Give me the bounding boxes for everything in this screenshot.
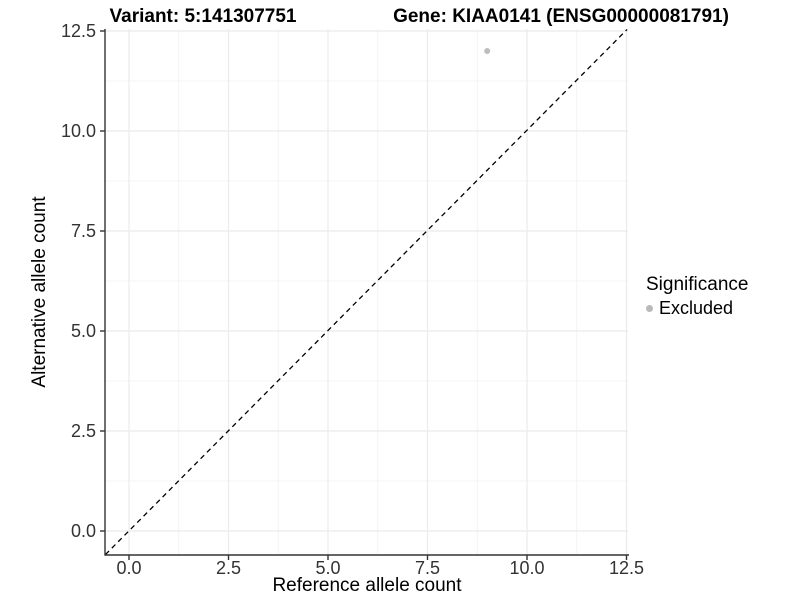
x-tick-label: 0.0 — [116, 558, 141, 578]
x-tick-label: 10.0 — [509, 558, 544, 578]
legend-item-excluded: Excluded — [646, 298, 748, 319]
x-tick-label: 7.5 — [415, 558, 440, 578]
y-tick-label: 2.5 — [71, 421, 96, 441]
y-axis-title: Alternative allele count — [29, 196, 50, 388]
identity-reference-line — [105, 29, 628, 555]
plot-title-variant: Variant: 5:141307751 — [109, 6, 297, 27]
axis-lines — [104, 29, 629, 556]
x-tick-label: 2.5 — [216, 558, 241, 578]
y-tick-label: 7.5 — [71, 221, 96, 241]
excluded-point-icon — [646, 305, 653, 312]
x-tick-label: 12.5 — [609, 558, 644, 578]
y-tick-label: 12.5 — [61, 21, 96, 41]
x-axis-title: Reference allele count — [272, 575, 462, 596]
legend-title: Significance — [646, 274, 749, 295]
legend: Significance Excluded — [646, 274, 748, 319]
x-tick-label: 5.0 — [315, 558, 340, 578]
y-tick-label: 0.0 — [71, 521, 96, 541]
legend-item-label: Excluded — [659, 298, 734, 318]
y-tick-label: 10.0 — [61, 121, 96, 141]
plot-title-gene: Gene: KIAA0141 (ENSG00000081791) — [393, 6, 729, 27]
data-point-excluded — [484, 48, 491, 54]
y-tick-label: 5.0 — [71, 321, 96, 341]
